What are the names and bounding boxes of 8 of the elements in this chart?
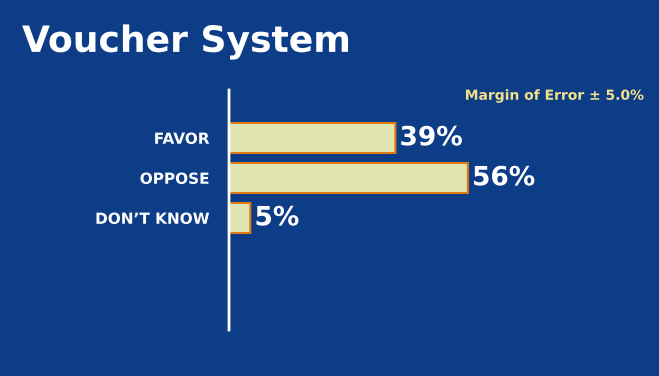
y-tick-label: DON’T KNOW xyxy=(96,212,210,224)
y-tick-label: OPPOSE xyxy=(140,172,208,184)
y-tick-label: FAVOR xyxy=(155,132,210,144)
text: Margin of Error ± 5.0% xyxy=(466,89,644,103)
data-label: 5% xyxy=(256,206,298,226)
chart-title: Voucher System xyxy=(22,24,348,60)
data-label: 56% xyxy=(474,166,534,186)
data-label: 39% xyxy=(401,126,462,146)
